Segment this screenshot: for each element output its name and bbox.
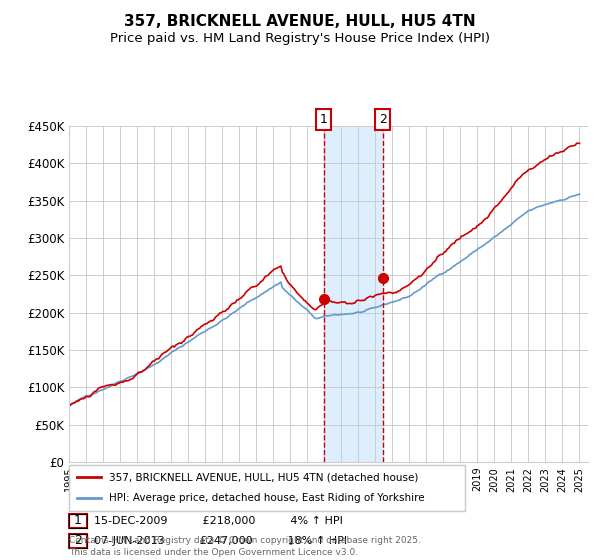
- Text: 1: 1: [320, 113, 328, 126]
- Text: 357, BRICKNELL AVENUE, HULL, HU5 4TN (detached house): 357, BRICKNELL AVENUE, HULL, HU5 4TN (de…: [109, 472, 418, 482]
- Text: 357, BRICKNELL AVENUE, HULL, HU5 4TN: 357, BRICKNELL AVENUE, HULL, HU5 4TN: [124, 14, 476, 29]
- Text: HPI: Average price, detached house, East Riding of Yorkshire: HPI: Average price, detached house, East…: [109, 493, 424, 503]
- Text: 2: 2: [379, 113, 387, 126]
- Text: 1: 1: [74, 514, 82, 528]
- Text: Price paid vs. HM Land Registry's House Price Index (HPI): Price paid vs. HM Land Registry's House …: [110, 32, 490, 45]
- Text: 2: 2: [74, 534, 82, 548]
- Bar: [323, 126, 383, 462]
- Text: 15-DEC-2009          £218,000          4% ↑ HPI: 15-DEC-2009 £218,000 4% ↑ HPI: [94, 516, 343, 526]
- Text: 07-JUN-2013          £247,000          18% ↑ HPI: 07-JUN-2013 £247,000 18% ↑ HPI: [94, 536, 347, 546]
- Text: Contains HM Land Registry data © Crown copyright and database right 2025.
This d: Contains HM Land Registry data © Crown c…: [69, 536, 421, 557]
